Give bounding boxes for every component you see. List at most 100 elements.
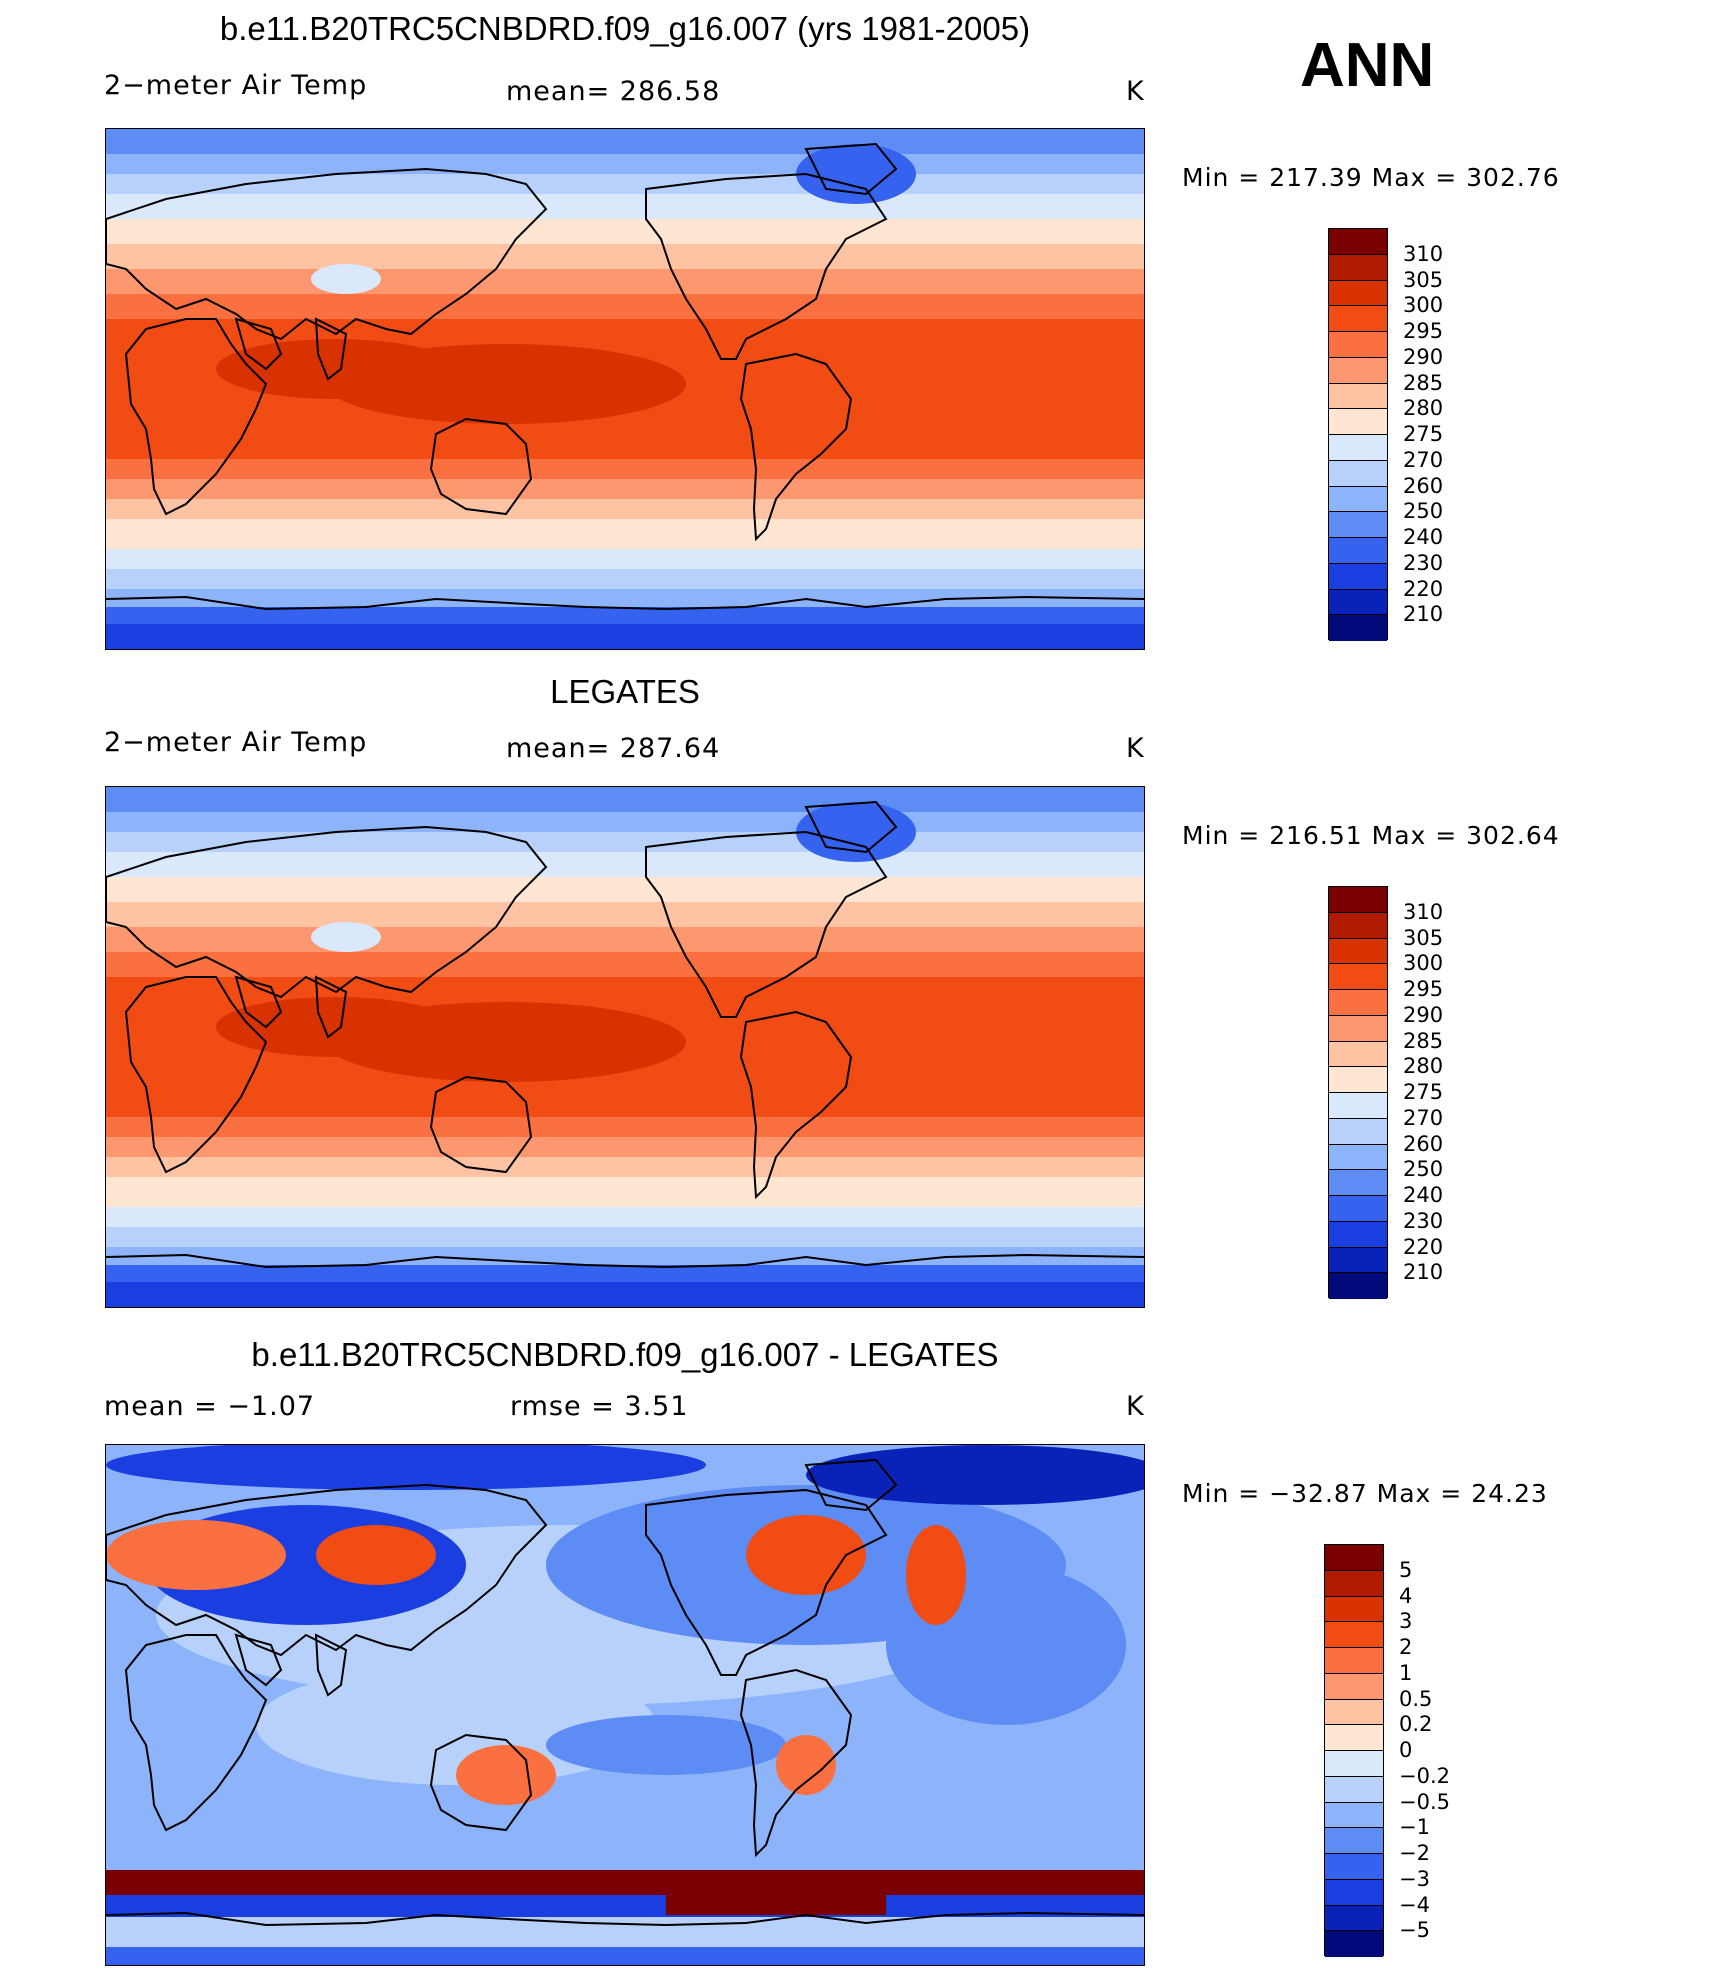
panel3-colorbar-swatch bbox=[1325, 1751, 1383, 1777]
panel2-colorbar-swatch bbox=[1329, 1247, 1387, 1274]
panel1-colorbar-tick-label: 270 bbox=[1403, 447, 1444, 472]
panel3-colorbar bbox=[1324, 1544, 1384, 1957]
panel2-map-band bbox=[106, 812, 1144, 832]
panel1-map-band bbox=[106, 519, 1144, 549]
panel3-map-coastline bbox=[804, 1458, 898, 1512]
panel3-map-band bbox=[106, 1917, 1144, 1947]
panel1-colorbar-tick-label: 305 bbox=[1403, 267, 1444, 292]
panel2-map-band bbox=[106, 1157, 1144, 1177]
panel2-map-band bbox=[106, 787, 1144, 812]
panel1-colorbar-swatch bbox=[1329, 538, 1387, 564]
panel1-map bbox=[105, 128, 1145, 650]
panel2-colorbar-tick-label: 250 bbox=[1403, 1157, 1444, 1182]
panel1-colorbar-tick-label: 230 bbox=[1403, 550, 1444, 575]
panel2-map-cold-patch bbox=[311, 922, 381, 952]
panel1-colorbar-swatch bbox=[1329, 460, 1387, 487]
panel3-colorbar-swatch bbox=[1325, 1879, 1383, 1906]
panel1-map-band bbox=[106, 479, 1144, 499]
panel2-colorbar-tick-label: 310 bbox=[1403, 899, 1444, 924]
panel3-mean-label: mean = −1.07 bbox=[104, 1391, 316, 1422]
panel2-map-band bbox=[106, 902, 1144, 927]
panel2-colorbar-tick-label: 290 bbox=[1403, 1002, 1444, 1027]
panel3-colorbar-swatch bbox=[1325, 1854, 1383, 1880]
panel3-colorbar-swatch bbox=[1325, 1828, 1383, 1854]
panel1-map-cold-patch bbox=[311, 264, 381, 294]
panel1-map-coastline bbox=[314, 317, 348, 381]
panel2-map-band bbox=[106, 1282, 1144, 1307]
panel2-map-warm-pool bbox=[216, 997, 456, 1057]
panel3-colorbar-tick-label: −2 bbox=[1399, 1841, 1430, 1865]
panel3-map-coastline bbox=[124, 1634, 268, 1832]
panel3-map-anomaly-blob bbox=[316, 1525, 436, 1585]
panel3-colorbar-tick-label: −3 bbox=[1399, 1866, 1430, 1891]
panel2-map-band bbox=[106, 1177, 1144, 1207]
panel2-colorbar-swatch bbox=[1329, 1273, 1387, 1299]
panel2-map-band bbox=[106, 952, 1144, 977]
panel2-colorbar-swatch bbox=[1329, 1196, 1387, 1222]
panel3-minmax: Min = −32.87 Max = 24.23 bbox=[1182, 1479, 1548, 1508]
panel1-colorbar-swatch bbox=[1329, 383, 1387, 410]
panel1-colorbar-swatch bbox=[1329, 615, 1387, 641]
panel1-map-coastline bbox=[804, 142, 898, 196]
panel1-variable-label: 2−meter Air Temp bbox=[104, 70, 368, 101]
panel2-mean-label: mean= 287.64 bbox=[506, 733, 721, 764]
panel2-map bbox=[105, 786, 1145, 1308]
panel3-map-band bbox=[106, 1870, 1144, 1895]
panel3-map-coastline bbox=[429, 1733, 533, 1832]
panel3-map-anomaly-blob bbox=[106, 1520, 286, 1590]
panel2-colorbar-swatch bbox=[1329, 964, 1387, 990]
panel2-map-coastline bbox=[739, 1010, 853, 1200]
panel1-map-svg bbox=[106, 129, 1144, 649]
panel2-map-band bbox=[106, 927, 1144, 952]
panel3-rmse-label: rmse = 3.51 bbox=[510, 1391, 689, 1422]
panel1-map-band bbox=[106, 294, 1144, 319]
panel1-colorbar bbox=[1328, 228, 1388, 641]
panel2-colorbar-swatch bbox=[1329, 1067, 1387, 1093]
panel2-colorbar-swatch bbox=[1329, 1144, 1387, 1171]
panel3-units: K bbox=[1126, 1391, 1145, 1422]
panel3-colorbar-tick-label: 0.2 bbox=[1399, 1712, 1433, 1737]
panel2-colorbar-tick-label: 270 bbox=[1403, 1105, 1444, 1130]
panel1-map-band bbox=[106, 499, 1144, 519]
panel1-map-cold-patch bbox=[796, 144, 916, 204]
panel1-colorbar-swatch bbox=[1329, 435, 1387, 461]
panel3-colorbar-swatch bbox=[1325, 1699, 1383, 1726]
panel1-colorbar-swatch bbox=[1329, 486, 1387, 513]
panel2-map-svg bbox=[106, 787, 1144, 1307]
panel2-map-coastline bbox=[804, 800, 898, 854]
panel2-map-coastline bbox=[234, 975, 283, 1029]
panel2-colorbar-swatch bbox=[1329, 938, 1387, 965]
panel3-map-anomaly-blob bbox=[106, 1445, 706, 1490]
panel3-map-anomaly-blob bbox=[746, 1515, 866, 1595]
panel2-map-band bbox=[106, 1137, 1144, 1157]
panel2-colorbar-swatch bbox=[1329, 887, 1387, 913]
panel1-colorbar-tick-label: 295 bbox=[1403, 319, 1444, 343]
panel1-colorbar-swatch bbox=[1329, 229, 1387, 255]
panel1-map-warm-pool bbox=[216, 339, 456, 399]
panel1-colorbar-tick-label: 260 bbox=[1403, 473, 1444, 498]
panel1-colorbar-tick-label: 285 bbox=[1403, 370, 1444, 395]
panel2-map-band bbox=[106, 877, 1144, 902]
panel2-map-coastline bbox=[124, 976, 268, 1174]
panel3-colorbar-swatch bbox=[1325, 1545, 1383, 1571]
panel3-colorbar-swatch bbox=[1325, 1596, 1383, 1623]
panel2-title: LEGATES bbox=[550, 673, 700, 710]
panel2-colorbar-tick-label: 285 bbox=[1403, 1028, 1444, 1053]
panel2-map-band bbox=[106, 1117, 1144, 1137]
panel2-colorbar-swatch bbox=[1329, 1015, 1387, 1042]
panel3-colorbar-swatch bbox=[1325, 1725, 1383, 1751]
panel3-colorbar-swatch bbox=[1325, 1776, 1383, 1803]
panel2-colorbar-swatch bbox=[1329, 1118, 1387, 1145]
panel3-map bbox=[105, 1444, 1145, 1966]
panel1-map-band bbox=[106, 459, 1144, 479]
panel2-colorbar-tick-label: 295 bbox=[1403, 977, 1444, 1001]
panel2-colorbar-tick-label: 280 bbox=[1403, 1054, 1444, 1079]
panel2-map-band bbox=[106, 1207, 1144, 1227]
panel2-colorbar-swatch bbox=[1329, 912, 1387, 939]
panel2-minmax: Min = 216.51 Max = 302.64 bbox=[1182, 821, 1560, 850]
panel3-colorbar-swatch bbox=[1325, 1931, 1383, 1957]
panel1-map-band bbox=[106, 244, 1144, 269]
panel3-map-svg bbox=[106, 1445, 1144, 1965]
panel3-colorbar-swatch bbox=[1325, 1622, 1383, 1648]
panel1-colorbar-swatch bbox=[1329, 512, 1387, 538]
